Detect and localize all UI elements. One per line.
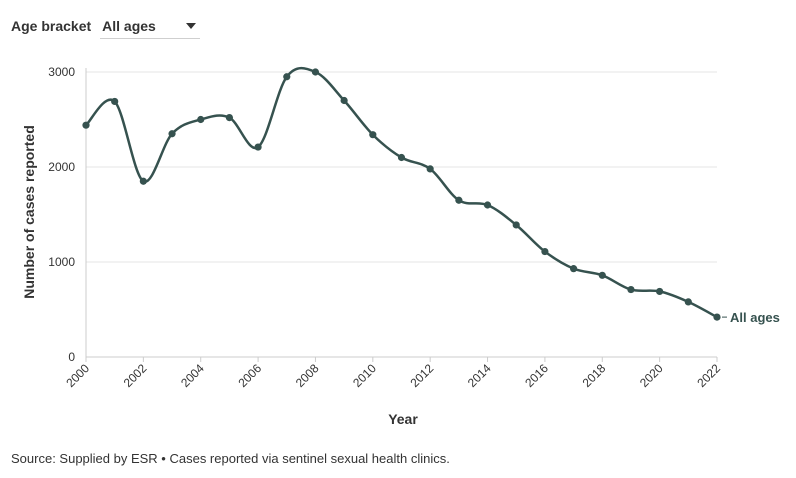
x-tick-label: 2008 <box>293 361 322 390</box>
data-point[interactable] <box>713 313 721 321</box>
data-point[interactable] <box>627 285 635 294</box>
age-bracket-select[interactable]: All ages <box>100 13 201 39</box>
data-point[interactable] <box>656 287 664 296</box>
x-tick-label: 2016 <box>522 361 551 390</box>
x-tick-label: 2018 <box>580 361 609 390</box>
series-line <box>85 66 718 319</box>
data-point[interactable] <box>254 143 262 151</box>
data-point[interactable] <box>82 121 90 129</box>
x-tick-label: 2010 <box>350 361 379 390</box>
series-layer: All ages <box>82 66 780 325</box>
data-point[interactable] <box>283 73 291 81</box>
data-point[interactable] <box>541 247 549 256</box>
y-tick-label: 2000 <box>48 160 75 174</box>
x-tick-label: 2020 <box>637 361 666 390</box>
source-note: Source: Supplied by ESR • Cases reported… <box>11 451 450 466</box>
data-point[interactable] <box>311 68 320 76</box>
x-tick-label: 2006 <box>235 361 264 390</box>
age-bracket-label: Age bracket <box>11 18 92 34</box>
y-axis-title: Number of cases reported <box>21 125 37 299</box>
x-tick-label: 2012 <box>408 361 437 390</box>
line-chart: 0 1000 2000 3000 2000 2002 2004 2006 2008 2010 201… <box>21 65 780 427</box>
data-point[interactable] <box>483 201 492 209</box>
y-tick-label: 0 <box>68 350 75 364</box>
data-point[interactable] <box>168 130 176 138</box>
data-point[interactable] <box>225 114 234 122</box>
x-tick-label: 2014 <box>465 361 494 390</box>
data-point[interactable] <box>512 221 520 229</box>
chevron-down-icon <box>186 22 197 29</box>
data-point[interactable] <box>340 96 348 105</box>
series-label: All ages <box>730 310 780 325</box>
x-tick-label: 2022 <box>694 361 723 390</box>
data-point[interactable] <box>369 131 377 139</box>
age-bracket-control: Age bracket All ages <box>11 12 201 40</box>
data-point[interactable] <box>139 177 147 185</box>
x-tick-label: 2000 <box>63 361 92 390</box>
axes: 0 1000 2000 3000 2000 2002 2004 2006 2008 2010 201… <box>48 65 723 390</box>
gridlines <box>86 71 717 263</box>
age-bracket-selected-value: All ages <box>102 17 156 34</box>
data-point[interactable] <box>455 196 463 204</box>
data-point[interactable] <box>111 97 119 106</box>
y-tick-label: 1000 <box>48 255 75 269</box>
x-tick-label: 2002 <box>121 361 150 390</box>
x-tick-label: 2004 <box>178 361 207 390</box>
x-axis-title: Year <box>388 411 418 427</box>
data-point[interactable] <box>197 115 205 124</box>
y-tick-label: 3000 <box>48 65 75 79</box>
data-point[interactable] <box>426 165 434 173</box>
data-point[interactable] <box>598 271 606 279</box>
data-point[interactable] <box>684 298 692 306</box>
data-point[interactable] <box>569 265 578 273</box>
data-point[interactable] <box>397 153 406 162</box>
